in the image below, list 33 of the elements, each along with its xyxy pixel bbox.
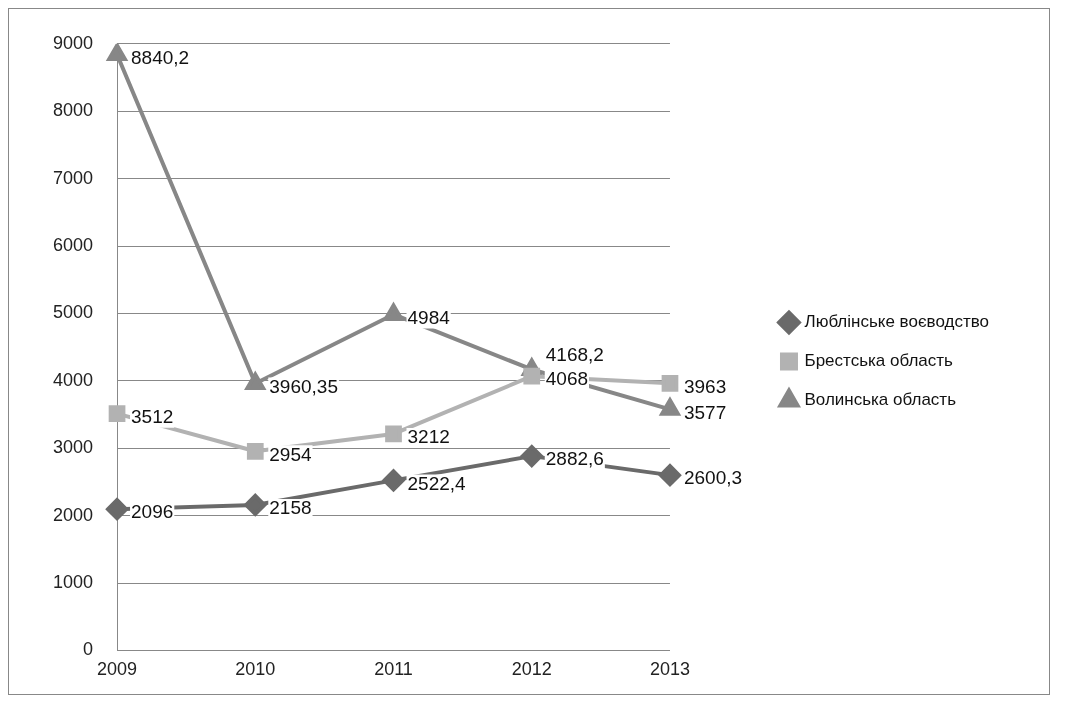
y-tick-label: 2000	[53, 504, 94, 525]
data-label: 3212	[407, 426, 450, 448]
data-label: 4984	[407, 306, 451, 328]
legend-label: Брестська область	[804, 351, 954, 371]
y-tick-label: 7000	[53, 167, 94, 188]
y-tick-label: 9000	[53, 32, 94, 53]
data-label: 2522,4	[407, 472, 467, 494]
y-tick-label: 8000	[53, 100, 94, 121]
data-label: 4068	[545, 368, 589, 390]
data-label: 8840,2	[131, 46, 190, 68]
data-label: 2600,3	[683, 467, 743, 489]
x-tick-label: 2010	[235, 659, 276, 680]
y-tick-label: 5000	[53, 302, 94, 323]
data-label: 3512	[131, 405, 174, 427]
data-label: 2096	[131, 501, 174, 523]
data-label: 2954	[269, 443, 312, 465]
legend-label: Люблінське воєводство	[804, 312, 990, 332]
data-label: 3577	[683, 401, 727, 423]
data-label: 2158	[269, 497, 312, 519]
x-tick-label: 2012	[511, 659, 552, 680]
data-label: 2882,6	[545, 448, 604, 470]
data-label: 3960,35	[269, 375, 338, 397]
legend-label: Волинська область	[804, 390, 957, 410]
x-tick-label: 2011	[374, 659, 413, 680]
y-tick-label: 1000	[53, 571, 94, 592]
y-tick-label: 0	[83, 639, 94, 660]
y-tick-label: 6000	[53, 234, 94, 255]
x-tick-label: 2009	[97, 659, 138, 680]
y-tick-label: 3000	[53, 437, 94, 458]
data-label: 3963	[683, 375, 727, 397]
data-label: 4168,2	[545, 343, 604, 365]
x-tick-label: 2013	[649, 659, 691, 680]
y-tick-label: 4000	[53, 369, 94, 390]
